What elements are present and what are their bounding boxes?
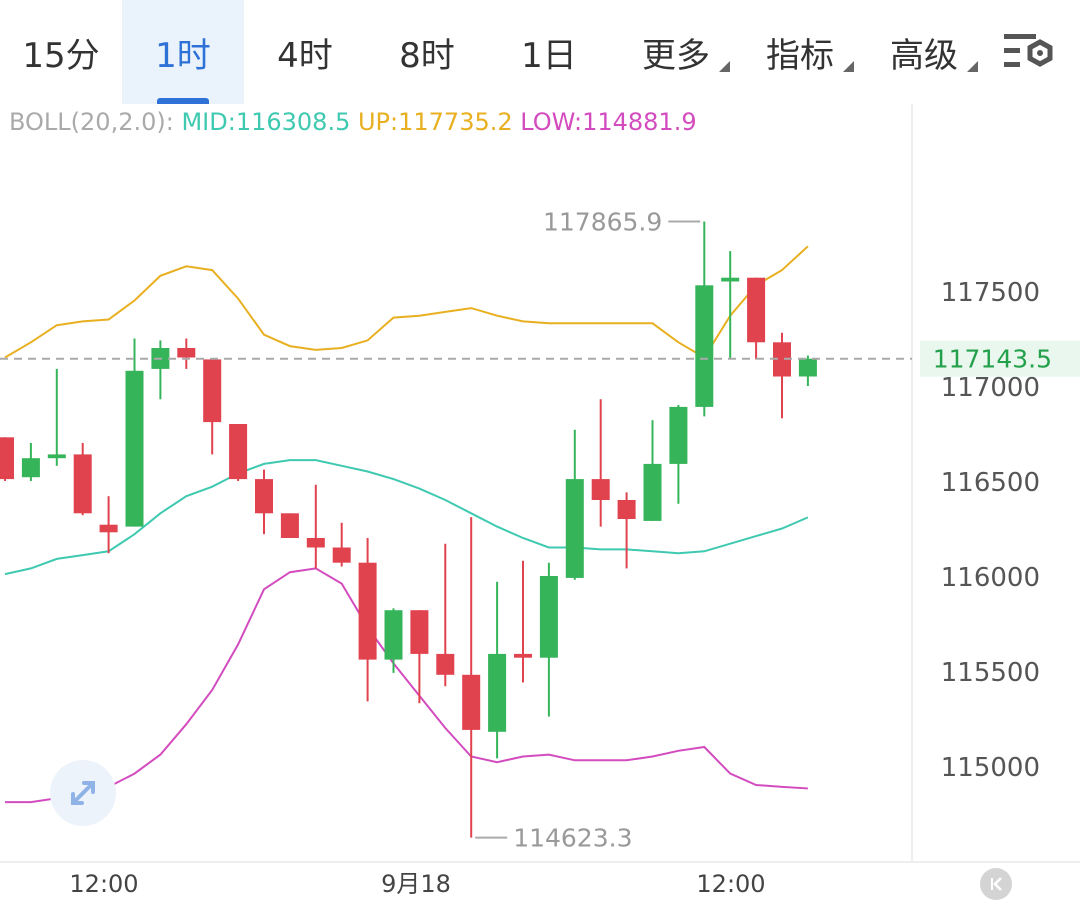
y-tick-label: 116500 <box>941 468 1040 498</box>
candle-body <box>591 479 610 500</box>
candle-body <box>0 437 14 480</box>
candle-body <box>410 610 429 654</box>
x-tick-label: 12:00 <box>696 870 765 898</box>
candle-body <box>229 424 248 480</box>
boll-mid-value: MID:116308.5 <box>181 108 351 136</box>
candle-body <box>125 370 144 527</box>
tab-label: 高级 <box>890 35 958 76</box>
candle-body <box>47 454 66 459</box>
candle-body <box>773 342 791 377</box>
candle-body <box>21 458 40 478</box>
candle-body <box>488 653 507 732</box>
high-marker-label: 117865.9 <box>543 207 662 236</box>
candle-body <box>73 454 92 514</box>
candle-body <box>255 479 273 514</box>
boll-mid-line <box>4 459 809 576</box>
tab-1[interactable]: 1时 <box>122 0 244 104</box>
expand-chart-icon[interactable] <box>50 760 116 826</box>
candle-body <box>358 562 377 660</box>
tab-2[interactable]: 4时 <box>244 0 366 104</box>
candle-body <box>384 610 403 660</box>
tab-label: 8时 <box>399 35 455 76</box>
boll-up-line <box>4 245 809 359</box>
candle-body <box>306 538 325 548</box>
candle-body <box>280 513 299 538</box>
boll-label: BOLL(20,2.0): <box>9 108 174 136</box>
boll-low-line <box>5 567 808 804</box>
boll-low-value: LOW:114881.9 <box>520 108 697 136</box>
candle-body <box>436 653 455 675</box>
tab-5[interactable]: 更多 <box>614 0 738 104</box>
boll-up-value: UP:117735.2 <box>357 108 513 136</box>
boll-legend: BOLL(20,2.0): MID:116308.5 UP:117735.2 L… <box>9 108 697 136</box>
tab-label: 4时 <box>277 35 333 76</box>
dropdown-caret-icon <box>719 61 730 72</box>
tab-3[interactable]: 8时 <box>366 0 488 104</box>
candle-body <box>539 576 558 658</box>
candle-body <box>332 547 351 563</box>
tab-4[interactable]: 1日 <box>488 0 610 104</box>
candle-body <box>695 285 714 407</box>
candle-body <box>798 358 817 377</box>
y-tick-label: 115500 <box>941 658 1040 688</box>
x-tick-label: 9月18 <box>381 870 451 898</box>
scroll-to-latest-icon[interactable] <box>980 868 1012 900</box>
tab-label: 1时 <box>155 35 211 76</box>
x-tick-label: 12:00 <box>69 870 138 898</box>
y-tick-label: 116000 <box>941 563 1040 593</box>
candle-body <box>747 277 766 343</box>
candle-body <box>565 479 584 578</box>
candle-body <box>643 463 662 521</box>
dropdown-caret-icon <box>843 61 854 72</box>
tab-7[interactable]: 高级 <box>862 0 986 104</box>
last-price-label: 117143.5 <box>933 345 1052 374</box>
tab-label: 指标 <box>766 35 834 76</box>
y-tick-label: 115000 <box>941 753 1040 783</box>
tab-0[interactable]: 15分 <box>0 0 122 104</box>
tab-6[interactable]: 指标 <box>738 0 862 104</box>
candle-body <box>514 653 532 658</box>
tab-label: 更多 <box>642 35 710 76</box>
candle-body <box>203 359 222 423</box>
candle-body <box>721 277 740 282</box>
tab-label: 1日 <box>521 35 577 76</box>
dropdown-caret-icon <box>967 61 978 72</box>
candle-body <box>99 524 118 533</box>
chart-settings-icon[interactable] <box>1004 28 1056 74</box>
last-price-tag <box>920 340 1080 377</box>
candle-body <box>177 348 196 358</box>
y-tick-label: 117500 <box>941 278 1040 308</box>
active-tab-indicator <box>157 98 209 104</box>
low-marker-label: 114623.3 <box>513 824 632 853</box>
y-tick-label: 117000 <box>941 373 1040 403</box>
candle-body <box>617 500 636 519</box>
timeframe-tabbar: 15分 1时 4时 8时 1日 更多 指标 高级 <box>0 0 1080 104</box>
candle-body <box>462 674 481 730</box>
candlestick-chart[interactable]: 115000 115500 116000 116500 117000 117500 12:0… <box>0 104 1080 906</box>
tab-label: 15分 <box>22 35 100 76</box>
candle-body <box>669 406 688 464</box>
